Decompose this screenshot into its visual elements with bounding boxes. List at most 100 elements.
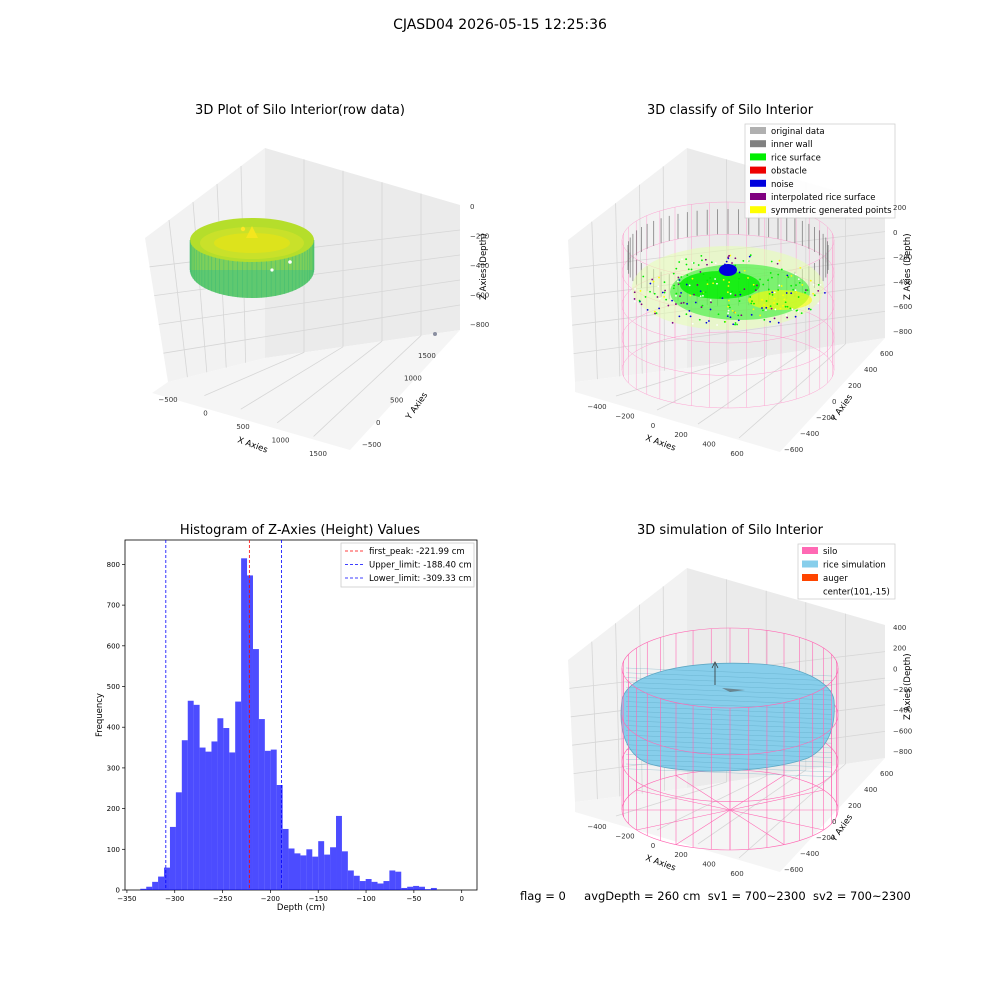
classified-point bbox=[721, 297, 724, 300]
classified-point bbox=[749, 254, 752, 257]
classified-point bbox=[789, 307, 792, 310]
classified-point bbox=[685, 283, 688, 286]
classified-point bbox=[700, 306, 703, 309]
classified-point bbox=[672, 287, 675, 290]
classified-point bbox=[727, 299, 730, 302]
classify-legend-label: symmetric generated points bbox=[771, 206, 892, 216]
classified-point bbox=[678, 279, 681, 281]
histogram-bar bbox=[430, 887, 437, 890]
histogram-bar bbox=[318, 841, 325, 890]
histogram-y-tick-label: 500 bbox=[107, 683, 120, 691]
classified-point bbox=[697, 264, 700, 266]
pane-gridline bbox=[204, 352, 305, 396]
classified-point bbox=[726, 315, 729, 317]
pane-gridline bbox=[192, 201, 208, 373]
classified-point bbox=[776, 303, 779, 305]
classified-point bbox=[729, 292, 732, 295]
classified-point bbox=[699, 271, 702, 273]
classify-plot-title: 3D classify of Silo Interior bbox=[646, 103, 814, 118]
histogram-bar bbox=[341, 851, 348, 890]
classified-point bbox=[794, 273, 797, 276]
classified-point bbox=[646, 308, 649, 311]
classified-point bbox=[804, 291, 807, 294]
classified-point bbox=[783, 298, 786, 301]
histogram-bar bbox=[181, 740, 188, 890]
classified-point bbox=[734, 323, 736, 326]
classify-legend-label: noise bbox=[771, 180, 794, 190]
histogram-legend-label: first_peak: -221.99 cm bbox=[369, 547, 465, 557]
raw-y-tick-label: 1500 bbox=[418, 352, 436, 360]
classified-point bbox=[708, 320, 710, 322]
silo-floor-spoke bbox=[675, 809, 731, 845]
classified-point bbox=[681, 258, 683, 261]
raw-y-tick-label: 500 bbox=[390, 397, 403, 405]
simulation-z-tick-label: −200 bbox=[893, 686, 912, 694]
classified-point bbox=[687, 268, 690, 271]
classify-z-tick-label: 0 bbox=[893, 229, 897, 237]
classified-point bbox=[658, 276, 660, 279]
classified-point bbox=[702, 294, 704, 297]
classified-point bbox=[716, 282, 718, 285]
simulation-legend-label: auger bbox=[823, 574, 848, 584]
classified-point bbox=[751, 300, 753, 303]
raw-pane-back bbox=[265, 148, 460, 358]
histogram-y-tick-label: 600 bbox=[107, 642, 120, 650]
histogram-bar bbox=[419, 886, 425, 890]
raw-x-tick-label: 0 bbox=[203, 410, 207, 418]
classified-point bbox=[819, 283, 822, 286]
pane-gridline bbox=[163, 304, 461, 354]
raw-z-tick-label: −800 bbox=[470, 321, 489, 329]
classified-point bbox=[732, 323, 735, 326]
classified-point bbox=[658, 297, 661, 300]
classified-point bbox=[797, 296, 800, 298]
simulation-y-tick-label: 400 bbox=[864, 786, 877, 794]
simulation-x-tick-label: 0 bbox=[651, 842, 655, 850]
classify-legend-swatch bbox=[750, 153, 766, 161]
raw-z-axis-label: Z Axies (Depth) bbox=[479, 233, 489, 300]
classified-point bbox=[671, 299, 674, 302]
classify-z-axis-label: Z Axies (Depth) bbox=[903, 233, 913, 300]
classified-point bbox=[737, 314, 740, 317]
simulation-z-axis-label: Z Axies (Depth) bbox=[903, 653, 913, 720]
classified-point bbox=[678, 261, 681, 263]
histogram-bar bbox=[424, 889, 431, 890]
simulation-x-tick-label: −200 bbox=[615, 832, 634, 840]
classified-point bbox=[734, 294, 737, 297]
classify-x-axis-label: X Axies bbox=[644, 433, 677, 453]
classified-point bbox=[798, 281, 801, 284]
classified-point bbox=[773, 317, 776, 320]
classified-point bbox=[750, 302, 753, 305]
classified-point bbox=[714, 262, 717, 265]
classified-point bbox=[806, 289, 809, 292]
classified-point bbox=[737, 319, 740, 322]
classified-point bbox=[680, 276, 683, 278]
simulation-legend-swatch bbox=[802, 574, 818, 581]
histogram-bar bbox=[407, 886, 414, 890]
classified-point bbox=[710, 301, 712, 304]
histogram-bar bbox=[377, 883, 384, 890]
pane-gridline bbox=[313, 335, 422, 437]
classified-point bbox=[795, 291, 798, 293]
classified-point bbox=[649, 282, 652, 285]
classified-point bbox=[700, 254, 703, 257]
classified-point bbox=[728, 304, 730, 307]
classified-point bbox=[699, 295, 702, 298]
histogram-bar bbox=[389, 870, 396, 890]
classified-point bbox=[701, 304, 704, 307]
histogram-bar bbox=[158, 876, 165, 890]
classified-point bbox=[784, 301, 787, 304]
histogram-x-tick-label: −300 bbox=[165, 895, 184, 903]
classified-point bbox=[750, 313, 753, 316]
raw-y-tick-label: −500 bbox=[362, 441, 381, 449]
classified-point bbox=[777, 273, 780, 276]
raw-y-tick-label: 1000 bbox=[404, 374, 422, 382]
simulation-z-tick-label: 0 bbox=[893, 665, 897, 673]
classified-point bbox=[728, 281, 731, 284]
raw-3d-plot: −500 0 500 1000 1500 −500 0 500 1000 1500 0 −200 −40… bbox=[145, 148, 489, 458]
classify-legend-label: obstacle bbox=[771, 167, 807, 177]
classified-point bbox=[726, 291, 729, 294]
histogram-bar bbox=[247, 575, 253, 890]
classified-point bbox=[762, 283, 765, 286]
histogram-bar bbox=[401, 887, 408, 890]
classified-point bbox=[817, 302, 820, 305]
